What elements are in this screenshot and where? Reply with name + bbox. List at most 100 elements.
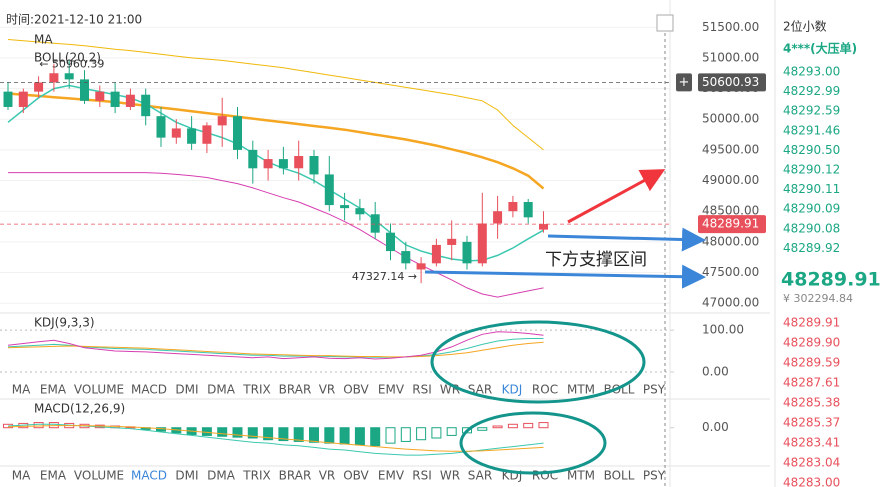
indicator-tab[interactable]: VOLUME — [74, 383, 124, 397]
candle-body — [340, 205, 350, 209]
candle-body — [125, 94, 135, 107]
macd-bar — [446, 427, 457, 436]
indicator-tab[interactable]: MACD — [131, 469, 167, 483]
indicator-tab[interactable]: OBV — [343, 383, 369, 397]
price-label: 48289.91 — [702, 217, 759, 231]
macd-bar — [507, 423, 518, 429]
indicator-tab[interactable]: SAR — [468, 469, 492, 483]
indicator-label: BOLL(20,2) — [34, 51, 101, 65]
pane-title: MACD(12,26,9) — [34, 402, 125, 416]
support-arrow — [547, 227, 706, 252]
y-tick-label: 49500.00 — [702, 142, 759, 156]
macd-bar — [523, 422, 534, 429]
precision-select[interactable]: 2位小数 — [783, 19, 827, 34]
macd-bar — [33, 422, 44, 429]
indicator-tab[interactable]: PSY — [643, 469, 666, 483]
fiat-price: ¥ 302294.84 — [783, 292, 853, 305]
candle-body — [477, 223, 487, 264]
bid-price: 48287.61 — [783, 376, 840, 390]
indicator-tab[interactable]: WR — [440, 469, 460, 483]
ask-price: 48290.50 — [783, 143, 840, 157]
y-tick-label: 0.00 — [702, 420, 729, 434]
indicator-line — [7, 423, 544, 456]
annotation: 下方支撑区间 — [545, 250, 647, 270]
indicator-tab[interactable]: PSY — [643, 383, 666, 397]
expand-icon[interactable] — [656, 14, 674, 32]
candle-body — [401, 251, 411, 264]
y-tick-label: 48000.00 — [702, 234, 759, 248]
indicator-tab[interactable]: DMA — [207, 383, 236, 397]
indicator-tab[interactable]: RSI — [412, 469, 432, 483]
candle-body — [187, 128, 197, 144]
macd-bar — [339, 427, 350, 445]
macd-bar — [400, 427, 411, 442]
ask-price: 48290.09 — [783, 202, 840, 216]
high-marker: ← 50960.39 — [39, 57, 104, 70]
indicator-tab[interactable]: DMA — [207, 469, 236, 483]
indicator-tab[interactable]: EMV — [378, 469, 405, 483]
ask-price: 48290.11 — [783, 182, 840, 196]
indicator-tab[interactable]: TRIX — [242, 383, 270, 397]
indicator-tab[interactable]: MA — [12, 469, 31, 483]
indicator-tab[interactable]: TRIX — [242, 469, 270, 483]
candle-body — [462, 241, 472, 264]
indicator-tab[interactable]: VR — [319, 469, 336, 483]
indicator-tab[interactable]: OBV — [343, 469, 369, 483]
y-tick-label: 51000.00 — [702, 50, 759, 64]
macd-bar — [217, 427, 228, 437]
indicator-tab[interactable]: BRAR — [279, 383, 312, 397]
overlay-line — [7, 84, 544, 262]
bid-price: 48289.90 — [783, 336, 840, 350]
macd-bar — [354, 427, 365, 446]
indicator-tab[interactable]: KDJ — [502, 383, 523, 397]
bid-price: 48283.41 — [783, 436, 840, 450]
indicator-tab[interactable]: RSI — [412, 383, 432, 397]
indicator-tab[interactable]: ROC — [532, 383, 558, 397]
indicator-tab[interactable]: EMV — [378, 383, 405, 397]
indicator-tab[interactable]: DMI — [175, 383, 198, 397]
indicator-tab[interactable]: VOLUME — [74, 469, 124, 483]
time-label: 时间:2021-12-10 21:00 — [6, 13, 142, 27]
candle-body — [217, 116, 227, 126]
indicator-tab[interactable]: MA — [12, 383, 31, 397]
indicator-tab[interactable]: MACD — [131, 383, 167, 397]
bid-price: 48289.91 — [783, 316, 840, 330]
ask-price: 48289.92 — [783, 241, 840, 255]
candle-body — [263, 159, 273, 169]
macd-bar — [477, 427, 488, 431]
overlay-line — [7, 39, 544, 151]
candle-body — [523, 202, 533, 218]
macd-bar — [263, 427, 274, 441]
price-label-box — [698, 73, 766, 92]
y-tick-label: 51500.00 — [702, 20, 759, 34]
add-button[interactable] — [676, 73, 692, 92]
indicator-tab[interactable]: BOLL — [604, 469, 635, 483]
candle-body — [294, 156, 304, 169]
y-tick-label: 100.00 — [702, 323, 744, 337]
indicator-tab[interactable]: EMA — [40, 383, 67, 397]
candle-body — [141, 94, 151, 117]
macd-bar — [309, 427, 319, 443]
indicator-line — [7, 425, 544, 452]
bid-price: 48285.38 — [783, 396, 840, 410]
indicator-tab[interactable]: VR — [319, 383, 336, 397]
macd-bar — [201, 427, 212, 436]
macd-bar — [431, 427, 442, 439]
y-tick-label: 49000.00 — [702, 173, 759, 187]
indicator-line — [7, 338, 544, 358]
pane-title: KDJ(9,3,3) — [34, 316, 95, 330]
candle-body — [80, 79, 89, 101]
candle-body — [248, 149, 258, 169]
indicator-tab[interactable]: EMA — [40, 469, 67, 483]
bid-price: 48283.04 — [783, 456, 840, 470]
candle-body — [355, 208, 365, 215]
indicator-tab[interactable]: BOLL — [604, 383, 635, 397]
indicator-tab[interactable]: MTM — [567, 469, 595, 483]
indicator-tab[interactable]: MTM — [567, 383, 595, 397]
candle-body — [416, 263, 426, 270]
indicator-tab[interactable]: DMI — [175, 469, 198, 483]
macd-bar — [278, 427, 289, 442]
indicator-tab[interactable]: BRAR — [279, 469, 312, 483]
